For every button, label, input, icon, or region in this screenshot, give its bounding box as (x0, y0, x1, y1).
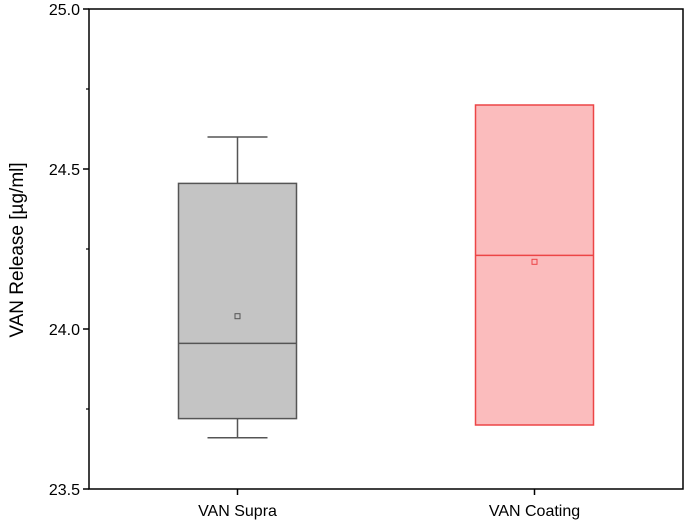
y-axis-label: VAN Release [µg/ml] (7, 162, 28, 337)
x-tick-label: VAN Supra (198, 503, 277, 520)
box-group-van-coating (474, 104, 595, 426)
axes-layer: 23.5 24.0 24.5 25.0 VAN Supra VAN Coating (49, 2, 684, 520)
box-van-coating (474, 104, 595, 426)
x-tick-label: VAN Coating (489, 503, 580, 520)
box-group-van-supra (177, 136, 298, 439)
y-tick-label: 25.0 (49, 2, 80, 19)
box-van-supra (177, 182, 298, 420)
y-tick-label: 24.5 (49, 162, 80, 179)
y-tick-label: 23.5 (49, 482, 80, 499)
y-tick-label: 24.0 (49, 322, 80, 339)
mean-marker-van-supra (234, 313, 241, 320)
plot-layer (177, 104, 595, 439)
mean-marker-van-coating (531, 258, 538, 265)
